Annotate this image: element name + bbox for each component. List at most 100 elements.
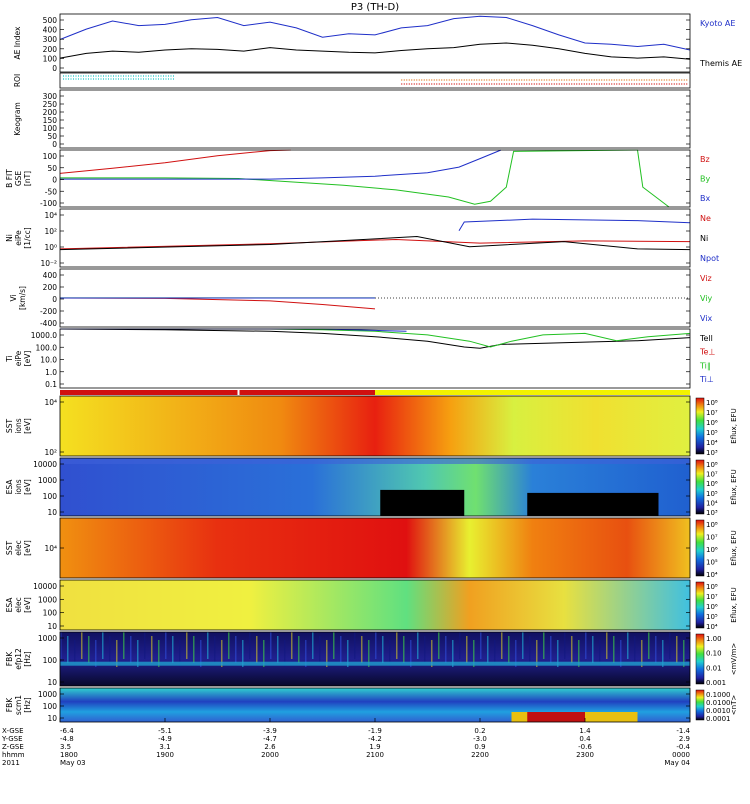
xtick-label: -4.7 [263, 735, 277, 743]
ytick-sst_i: 10⁴ [44, 398, 57, 407]
fbk-efp-stripe [620, 640, 622, 667]
fbk-efp-stripe [60, 632, 62, 659]
colorbar-tick: 10⁵ [706, 559, 718, 567]
legend-density: Ne [700, 214, 711, 223]
fbk-efp-stripe [270, 632, 272, 659]
fbk-efp-stripe [284, 640, 286, 667]
fbk-efp-stripe [81, 632, 83, 659]
xtick-label: May 04 [664, 759, 690, 767]
colorbar-0 [695, 397, 705, 455]
ytick-density: 10⁴ [44, 211, 57, 220]
xtick-label: 3.1 [159, 743, 170, 751]
panel-frame-1 [59, 72, 691, 89]
colorbar-label: Eflux, EFU [730, 408, 738, 443]
fbk-efp-stripe [277, 636, 279, 663]
ytick-sst_i: 10² [44, 448, 57, 457]
fbk-efp-stripe [564, 632, 566, 659]
panel-frame-10 [59, 579, 691, 631]
ylabel-keogram: Keogram [13, 102, 22, 136]
xtick-label: 1900 [156, 751, 174, 759]
fbk-efp-stripe [186, 632, 188, 659]
ytick-ae: 300 [43, 35, 58, 44]
fbk-efp-stripe [634, 636, 636, 663]
ytick-velocity: -400 [40, 319, 57, 328]
ytick-bfield: -100 [40, 199, 57, 208]
fbk-efp-stripe [228, 632, 230, 659]
ylabel-density: [1/cc] [23, 227, 32, 248]
colorbar-tick: 10⁷ [706, 534, 718, 542]
ylabel-sst_e: SST [5, 541, 14, 556]
fbk-efp-stripe [375, 632, 377, 659]
xtick-label: -0.4 [676, 743, 690, 751]
legend-temperature: Te⊥ [699, 348, 715, 357]
legend-velocity: Viz [700, 274, 712, 283]
fbk-efp-stripe [592, 636, 594, 663]
plot-title: P3 (TH-D) [351, 2, 399, 13]
status-bar-red [60, 390, 375, 395]
xtick-label: 0000 [672, 751, 690, 759]
fbk-efp-stripe [655, 636, 657, 663]
legend-density: Ni [700, 234, 708, 243]
fbk-efp-stripe [515, 640, 517, 667]
ytick-fbk2: 100 [43, 702, 58, 711]
fbk-efp-stripe [74, 640, 76, 667]
fbk-efp-stripe [606, 632, 608, 659]
xtick-label: 1.4 [579, 727, 591, 735]
colorbar-tick: 10⁸ [706, 399, 718, 407]
fbk-efp-stripe [242, 640, 244, 667]
colorbar-4 [695, 633, 705, 685]
colorbar-tick: 10⁷ [706, 593, 718, 601]
ytick-keogram: 150 [43, 116, 58, 125]
ylabel-velocity: [km/s] [18, 286, 27, 310]
fbk-efp-stripe [508, 636, 510, 663]
fbk-efp-stripe [172, 636, 174, 663]
series-viz [59, 297, 376, 310]
panel-frame-3 [59, 149, 691, 208]
fbk-efp-stripe [305, 640, 307, 667]
xtick-label: -3.0 [473, 735, 487, 743]
fbk-efp-stripe [494, 640, 496, 667]
legend-bfield: By [700, 175, 710, 184]
panel-frame-7 [59, 395, 691, 457]
fbk-efp-stripe [396, 632, 398, 659]
xtick-label: -1.9 [368, 727, 382, 735]
fbk-efp-stripe [417, 632, 419, 659]
ytick-keogram: 50 [47, 132, 57, 141]
fbk-efp-stripe [67, 636, 69, 663]
colorbar-tick: 10⁸ [706, 583, 718, 591]
fbk-efp-stripe [179, 640, 181, 667]
fbk-efp-stripe [522, 632, 524, 659]
ytick-keogram: 200 [43, 108, 58, 117]
fbk-efp-stripe [137, 640, 139, 667]
xtick-label: 1.9 [369, 743, 380, 751]
fbk-efp-stripe [368, 640, 370, 667]
fbk-efp-stripe [543, 632, 545, 659]
colorbar-tick: 10⁵ [706, 490, 718, 498]
ylabel-sst_i: [eV] [23, 418, 32, 434]
legend-temperature: Ti⊥ [699, 375, 714, 384]
series-kyoto-ae [59, 15, 691, 51]
series-temp [59, 328, 691, 349]
colorbar-label: <mV/m> [730, 643, 738, 676]
colorbar-tick: 10⁷ [706, 409, 718, 417]
xtick-label: -6.4 [60, 727, 74, 735]
fbk-efp-stripe [151, 636, 153, 663]
colorbar-label: <nT> [730, 695, 738, 716]
ylabel-ae: AE Index [13, 26, 22, 59]
fbk-efp-stripe [361, 636, 363, 663]
xtick-label: -4.8 [60, 735, 74, 743]
xtick-label: 2300 [576, 751, 594, 759]
ytick-velocity: 400 [43, 271, 58, 280]
ylabel-fbk2: [Hz] [23, 697, 32, 713]
legend-temperature: Tell [699, 334, 713, 343]
fbk-efp-stripe [123, 632, 125, 659]
fbk-efp-stripe [536, 640, 538, 667]
ylabel-fbk2: FBK [5, 697, 14, 712]
fbk-efp-stripe [102, 632, 104, 659]
panel-frame-6 [59, 328, 691, 389]
colorbar-tick: 10⁶ [706, 603, 718, 611]
fbk-efp-stripe [165, 632, 167, 659]
ytick-ae: 100 [43, 54, 58, 63]
ytick-keogram: 300 [43, 92, 58, 101]
